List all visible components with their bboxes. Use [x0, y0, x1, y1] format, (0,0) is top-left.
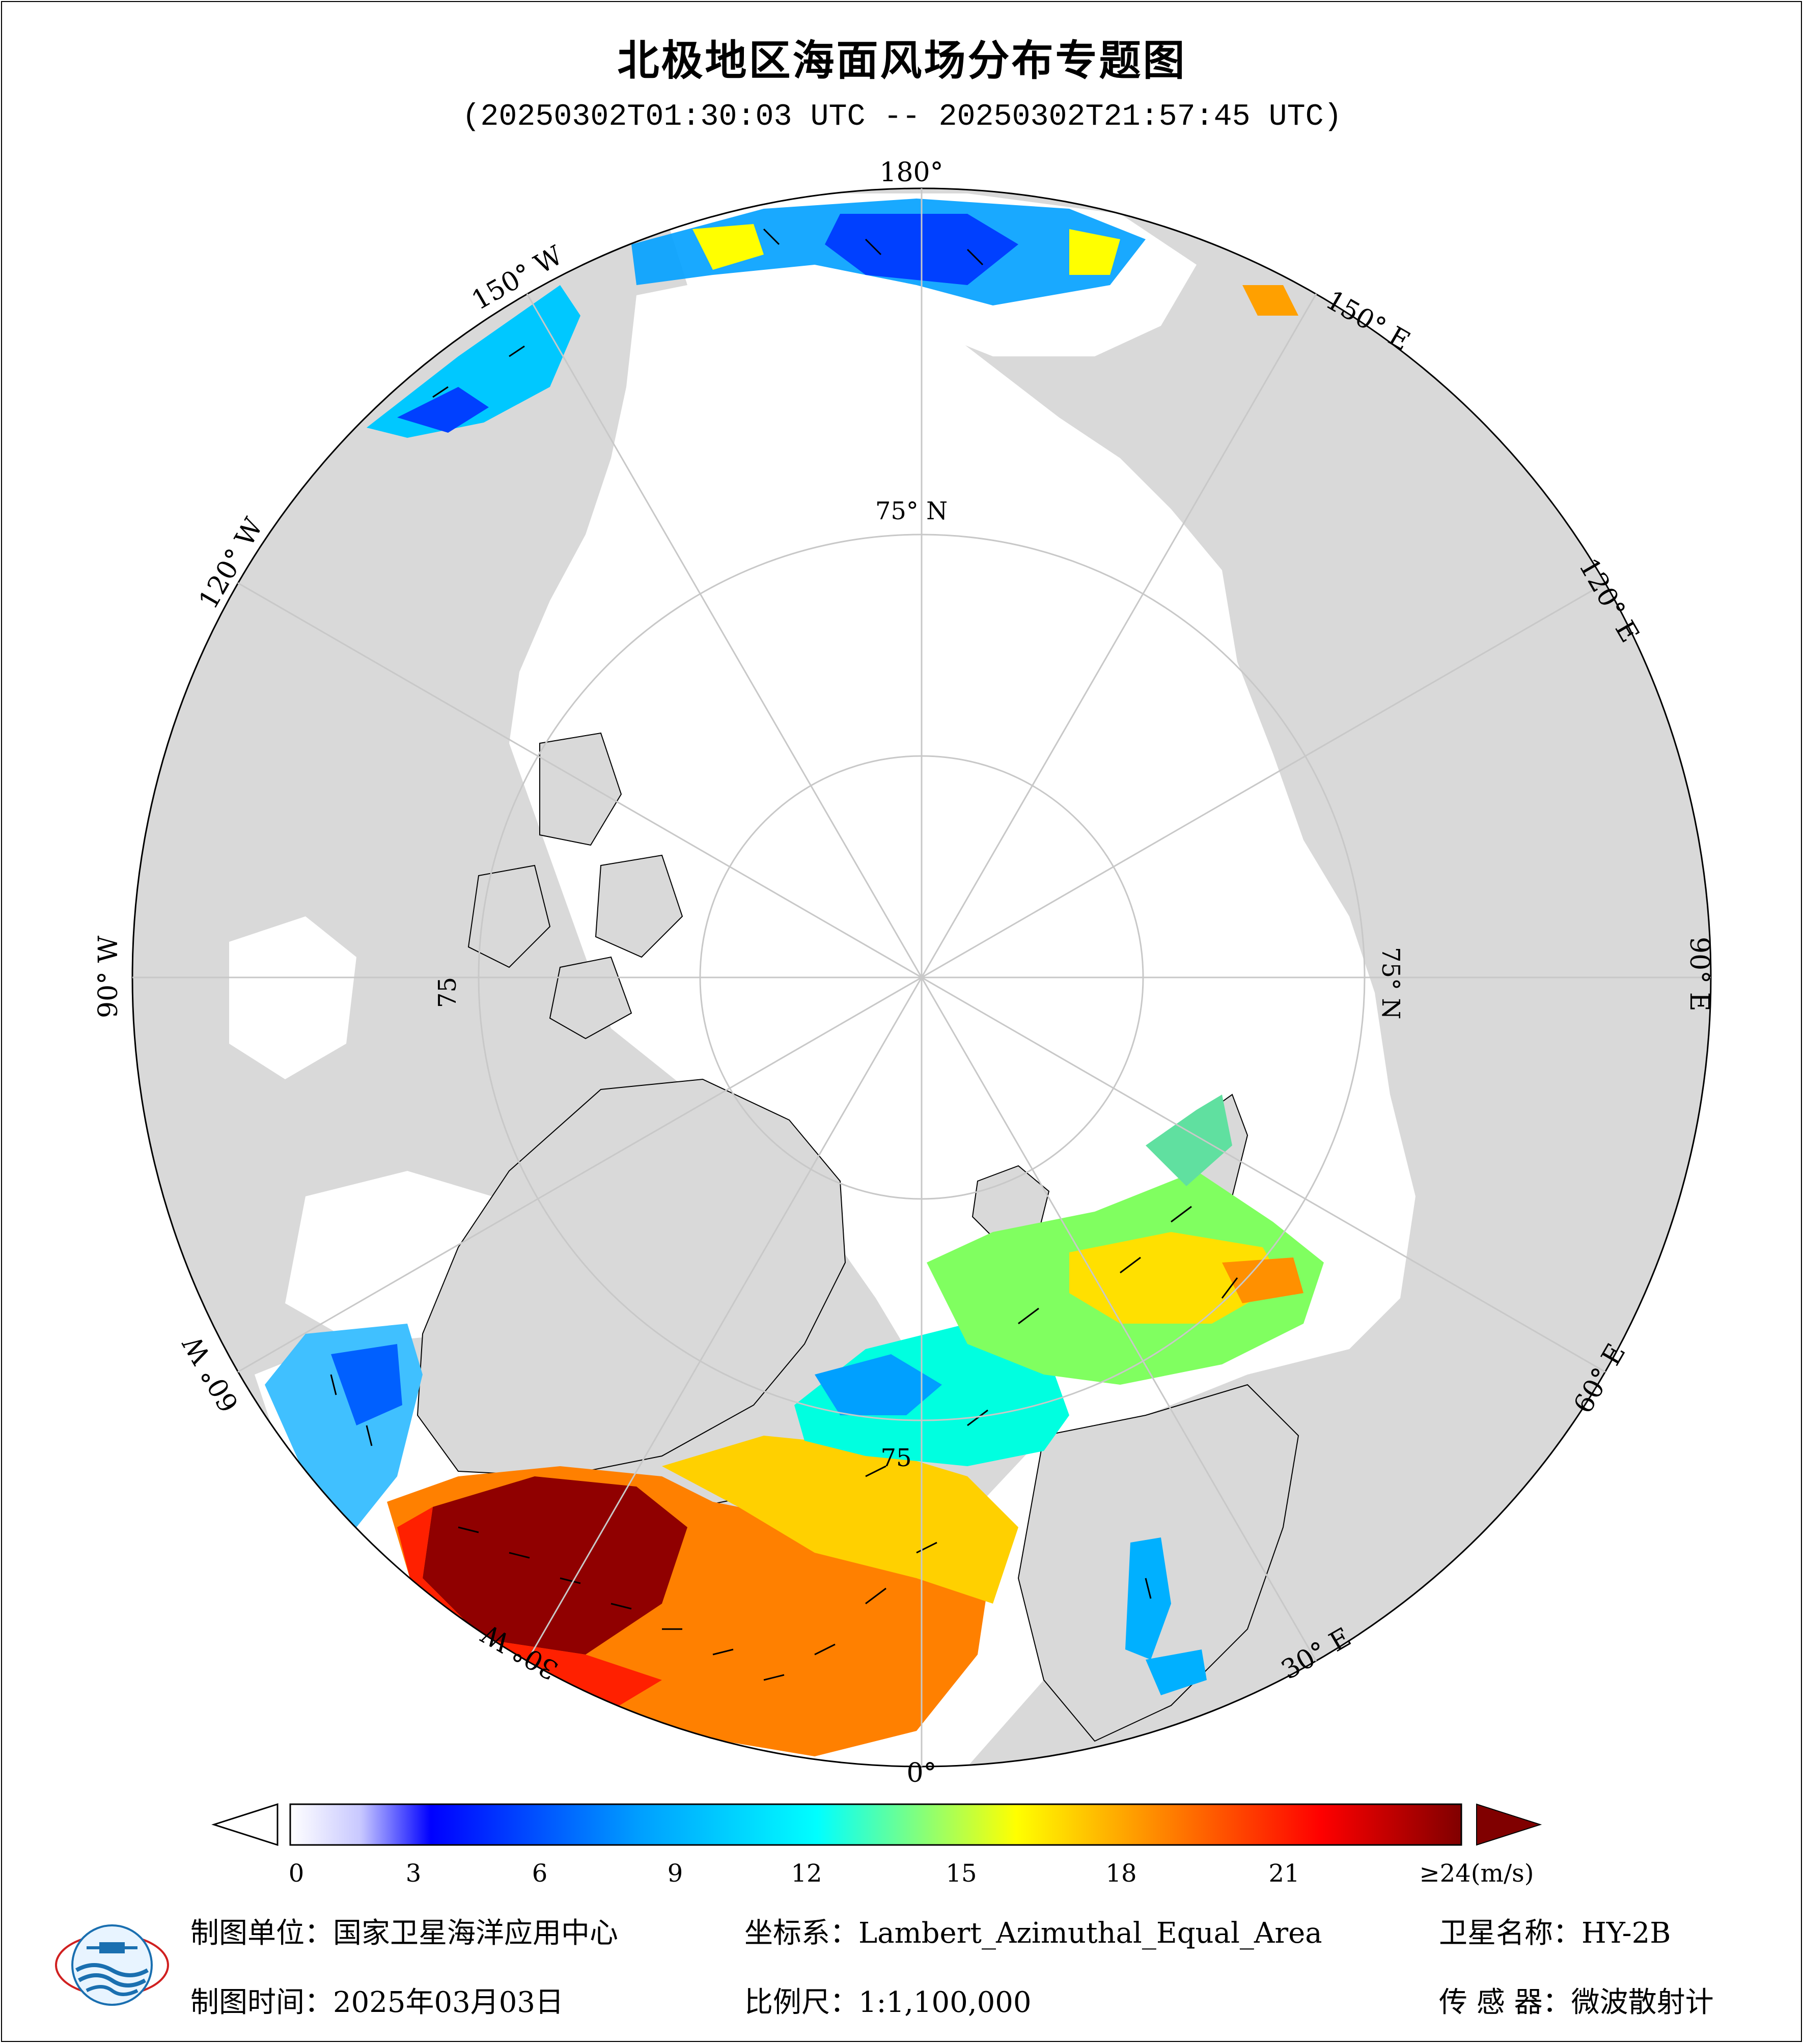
colorbar-tick-15: 15: [946, 1859, 977, 1888]
lat-label-top: 75° N: [875, 497, 948, 525]
footer-scale: 比例尺：1:1,100,000: [744, 1986, 1032, 2019]
wind-region-gulf-of-alaska-core: [397, 387, 489, 433]
footer-sensor: 传 感 器：微波散射计: [1439, 1986, 1714, 2019]
footer-coord-system: 坐标系：Lambert_Azimuthal_Equal_Area: [744, 1917, 1322, 1950]
colorbar-under-arrow: [211, 1803, 279, 1846]
wind-region-norwegian-sea-blue: [815, 1354, 942, 1415]
map-time-range: (20250302T01:30:03 UTC -- 20250302T21:57…: [462, 100, 1342, 134]
wind-region-east-siberian: [1242, 285, 1298, 316]
wind-region-north-atlantic-storm: [423, 1476, 687, 1655]
footer-unit: 制图单位：国家卫星海洋应用中心: [190, 1917, 618, 1950]
colorbar-tick-0: 0: [288, 1859, 304, 1888]
footer-satellite: 卫星名称：HY-2B: [1439, 1917, 1671, 1950]
wind-region-bering-sea-high: [692, 224, 1120, 275]
lat-label-left: 75: [433, 977, 462, 1008]
map-title: 北极地区海面风场分布专题图: [617, 37, 1187, 85]
hudson-bay-water: [229, 916, 356, 1079]
colorbar-tick-21: 21: [1268, 1859, 1300, 1888]
graticule: [131, 187, 1712, 1768]
lat-label-right: 75° N: [1376, 947, 1405, 1019]
latitude-labels: 75° N 75° N 75 75: [433, 497, 1405, 1472]
lon-label-180: 180°: [879, 157, 943, 188]
footer-date: 制图时间：2025年03月03日: [190, 1986, 564, 2019]
lon-label-90w: 90° W: [93, 935, 124, 1018]
greenland-land: [417, 1078, 846, 1477]
wind-region-north-atlantic-red: [397, 1507, 662, 1711]
wind-region-barents-sea-orange: [1222, 1257, 1303, 1303]
colorbar-gradient: [289, 1803, 1462, 1846]
wind-arrows: [330, 228, 1238, 1681]
colorbar-tick-18: 18: [1105, 1859, 1137, 1888]
lat-label-bottom: 75: [880, 1444, 911, 1472]
wind-region-baltic-sea: [1125, 1537, 1207, 1695]
wind-region-labrador-sea-core: [331, 1344, 402, 1425]
wind-region-gulf-of-alaska: [367, 285, 580, 438]
colorbar-tick-3: 3: [405, 1859, 422, 1888]
wind-region-north-atlantic-yellow: [662, 1436, 1018, 1604]
colorbar-tick-6: 6: [532, 1859, 548, 1888]
wind-region-barents-sea-yellow: [1069, 1232, 1283, 1324]
lon-label-90e: 90° E: [1684, 937, 1714, 1012]
wind-region-kara-sea: [1146, 1095, 1232, 1186]
colorbar: [211, 1803, 1542, 1846]
map-disk: [132, 188, 1711, 1767]
colorbar-over-arrow: [1476, 1803, 1542, 1846]
colorbar-unit-label: ≥24(m/s): [1419, 1859, 1534, 1888]
colorbar-tick-9: 9: [667, 1859, 683, 1888]
wind-field: [265, 199, 1324, 1756]
colorbar-tick-12: 12: [791, 1859, 822, 1888]
wind-region-norwegian-sea: [794, 1324, 1069, 1466]
lon-label-0: 0°: [906, 1758, 936, 1788]
nsoas-logo: [55, 1924, 169, 2006]
